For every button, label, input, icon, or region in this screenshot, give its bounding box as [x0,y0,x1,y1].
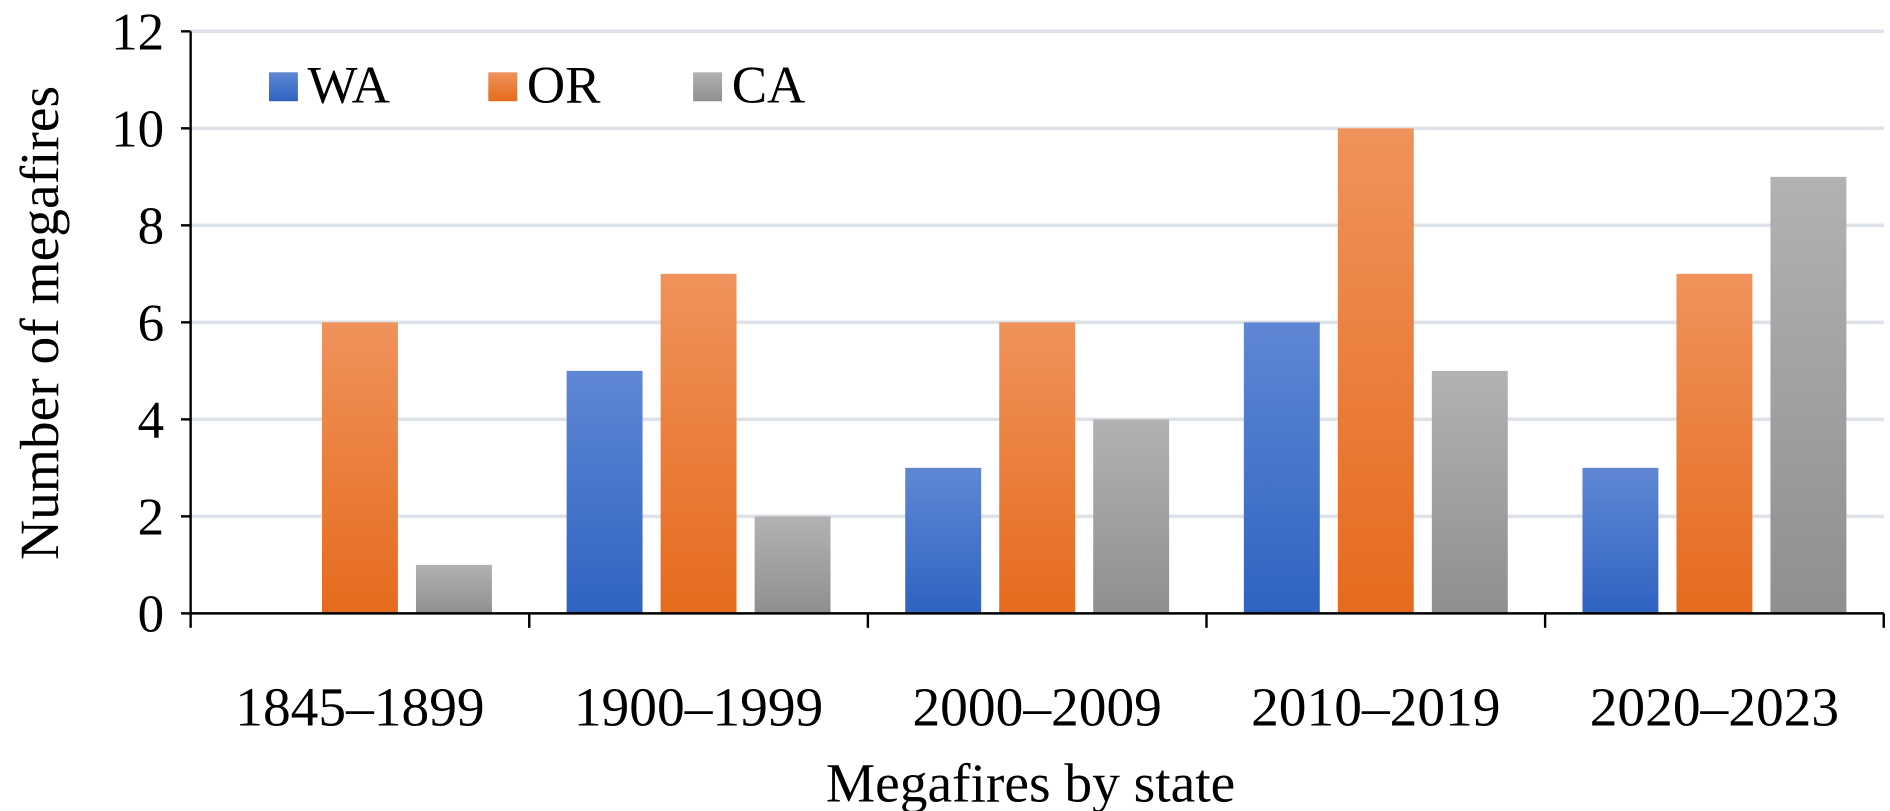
x-tick-label: 2020–2023 [1590,676,1839,737]
bar-wa-2 [905,467,982,614]
legend-swatch-ca [693,72,723,102]
bar-or-2 [999,322,1076,614]
y-tick-label: 6 [138,294,165,352]
legend-label-ca: CA [732,56,806,114]
bar-wa-4 [1582,467,1659,614]
bar-or-1 [660,273,737,614]
y-axis-label: Number of megafires [9,86,70,560]
legend: WA OR CA [268,56,806,114]
x-tick-label: 2010–2019 [1251,676,1500,737]
y-tick-label: 8 [138,197,165,255]
x-tick-label: 1845–1899 [235,676,484,737]
legend-swatch-or [488,72,518,102]
bar-ca-4 [1770,176,1847,614]
axes: 0 2 4 6 8 10 12 1845–1899 1900–1999 2000–2009 2010… [111,3,1885,737]
legend-label-wa: WA [308,56,390,114]
bar-wa-3 [1243,322,1320,614]
y-tick-label: 0 [138,585,165,643]
x-tick-label: 2000–2009 [912,676,1161,737]
bar-ca-2 [1093,419,1170,614]
bar-wa-1 [566,370,643,614]
y-tick-label: 12 [111,3,164,61]
legend-label-or: OR [527,56,601,114]
bar-or-0 [321,322,398,614]
bar-ca-0 [415,564,492,614]
legend-swatch-wa [268,72,298,102]
bar-ca-3 [1431,370,1508,614]
bar-or-4 [1676,273,1753,614]
y-tick-label: 4 [138,391,165,449]
x-tick-label: 1900–1999 [574,676,823,737]
bars [321,128,1847,614]
x-axis-label: Megafires by state [826,752,1235,811]
bar-or-3 [1337,128,1414,614]
bar-ca-1 [754,516,831,614]
y-tick-label: 10 [111,100,164,158]
y-tick-label: 2 [138,488,165,546]
